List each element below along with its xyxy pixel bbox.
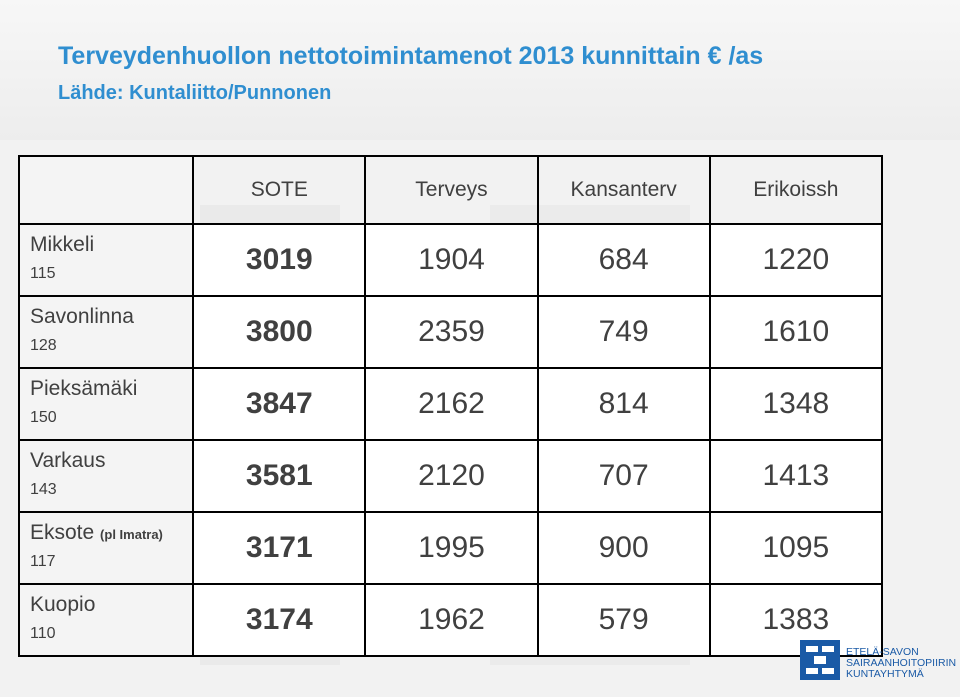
row-header: Savonlinna 128: [17, 295, 195, 369]
column-header: SOTE: [192, 155, 367, 225]
municipality-name: Pieksämäki: [30, 377, 138, 400]
logo-line: SAIRAANHOITOPIIRIN: [846, 657, 957, 669]
municipality-number: 115: [30, 265, 56, 282]
logo-line: ETELÄ-SAVON: [846, 646, 919, 658]
background-band: [0, 0, 960, 140]
table-cell: 2359: [364, 295, 539, 369]
municipality-name: Savonlinna: [30, 305, 134, 328]
table-cell: 1095: [708, 511, 884, 585]
table-cell: 3847: [192, 367, 367, 441]
table-cell: 749: [536, 295, 711, 369]
municipality-number: 117: [30, 553, 56, 570]
table-cell: 707: [536, 439, 711, 513]
organization-logo: ETELÄ-SAVON SAIRAANHOITOPIIRIN KUNTAYHTY…: [800, 640, 956, 688]
table-cell: 1383: [708, 583, 884, 657]
table-cell: 579: [536, 583, 711, 657]
municipality-number: 128: [30, 337, 57, 354]
table-cell: 1962: [364, 583, 539, 657]
hospital-district-logo-icon: [800, 640, 840, 680]
table-row: Kuopio 110 3174 1962 579 1383: [17, 583, 884, 657]
table-cell: 2162: [364, 367, 539, 441]
table-row: Varkaus 143 3581 2120 707 1413: [17, 439, 884, 513]
table-cell: 900: [536, 511, 711, 585]
table-corner-cell: [17, 155, 195, 225]
row-header: Pieksämäki 150: [17, 367, 195, 441]
row-header: Varkaus 143: [17, 439, 195, 513]
table-cell: 814: [536, 367, 711, 441]
table-cell: 3171: [192, 511, 367, 585]
row-header: Mikkeli 115: [17, 223, 195, 297]
table-cell: 3800: [192, 295, 367, 369]
table-cell: 1995: [364, 511, 539, 585]
logo-line: KUNTAYHTYMÄ: [846, 668, 924, 680]
table-cell: 1220: [708, 223, 884, 297]
row-header: Kuopio 110: [17, 583, 195, 657]
row-header: Eksote (pl Imatra) 117: [17, 511, 195, 585]
municipality-number: 150: [30, 409, 57, 426]
table-cell: 1904: [364, 223, 539, 297]
municipality-name: Eksote (pl Imatra): [30, 521, 163, 544]
table-row: Mikkeli 115 3019 1904 684 1220: [17, 223, 884, 297]
table-cell: 1610: [708, 295, 884, 369]
logo-text: ETELÄ-SAVON SAIRAANHOITOPIIRIN KUNTAYHTY…: [846, 647, 956, 680]
table-cell: 3581: [192, 439, 367, 513]
municipality-name: Kuopio: [30, 593, 96, 616]
slide-title: Terveydenhuollon nettotoimintamenot 2013…: [58, 42, 764, 70]
column-header: Kansanterv: [536, 155, 711, 225]
cost-table: SOTE Terveys Kansanterv Erikoissh Mikkel…: [17, 155, 884, 657]
municipality-number: 110: [30, 625, 56, 642]
table-cell: 1413: [708, 439, 884, 513]
table-row: Pieksämäki 150 3847 2162 814 1348: [17, 367, 884, 441]
slide-subtitle: Lähde: Kuntaliitto/Punnonen: [58, 82, 332, 104]
table-header-row: SOTE Terveys Kansanterv Erikoissh: [17, 155, 884, 225]
table-row: Savonlinna 128 3800 2359 749 1610: [17, 295, 884, 369]
table-cell: 3174: [192, 583, 367, 657]
municipality-number: 143: [30, 481, 57, 498]
column-header: Erikoissh: [708, 155, 884, 225]
table-cell: 2120: [364, 439, 539, 513]
table-row: Eksote (pl Imatra) 117 3171 1995 900 109…: [17, 511, 884, 585]
municipality-name: Varkaus: [30, 449, 106, 472]
column-header: Terveys: [364, 155, 539, 225]
table-cell: 684: [536, 223, 711, 297]
municipality-note: (pl Imatra): [100, 527, 163, 542]
table-cell: 1348: [708, 367, 884, 441]
municipality-name: Mikkeli: [30, 233, 95, 256]
table-cell: 3019: [192, 223, 367, 297]
